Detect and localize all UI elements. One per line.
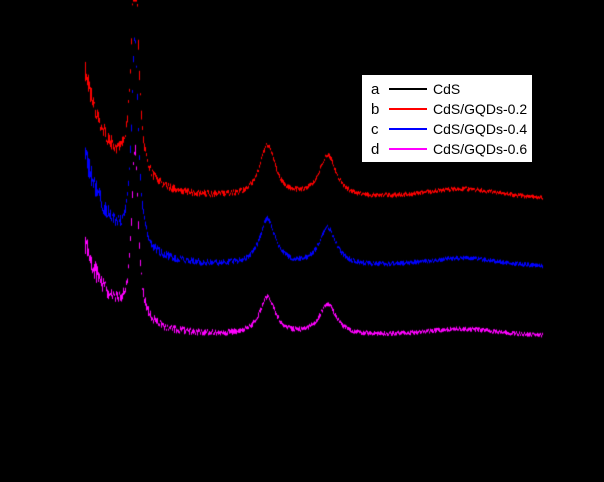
legend-item-a[interactable]: a CdS bbox=[362, 79, 532, 99]
legend-swatch-d bbox=[389, 148, 427, 150]
legend-swatch-c bbox=[389, 128, 427, 130]
legend-label-c: CdS/GQDs-0.4 bbox=[433, 121, 528, 137]
legend-item-d[interactable]: d CdS/GQDs-0.6 bbox=[362, 139, 532, 159]
legend-label-b: CdS/GQDs-0.2 bbox=[433, 101, 528, 117]
legend-label-d: CdS/GQDs-0.6 bbox=[433, 141, 528, 157]
legend-swatch-a bbox=[389, 88, 427, 90]
legend-label-a: CdS bbox=[433, 81, 461, 97]
legend-key-d: d bbox=[371, 140, 380, 158]
legend-key-b: b bbox=[371, 100, 380, 118]
legend-key-a: a bbox=[371, 80, 380, 98]
legend-swatch-b bbox=[389, 108, 427, 110]
legend-key-c: c bbox=[371, 120, 379, 138]
legend: a CdS b CdS/GQDs-0.2 c CdS/GQDs-0.4 d Cd… bbox=[361, 74, 533, 163]
legend-item-b[interactable]: b CdS/GQDs-0.2 bbox=[362, 99, 532, 119]
legend-item-c[interactable]: c CdS/GQDs-0.4 bbox=[362, 119, 532, 139]
